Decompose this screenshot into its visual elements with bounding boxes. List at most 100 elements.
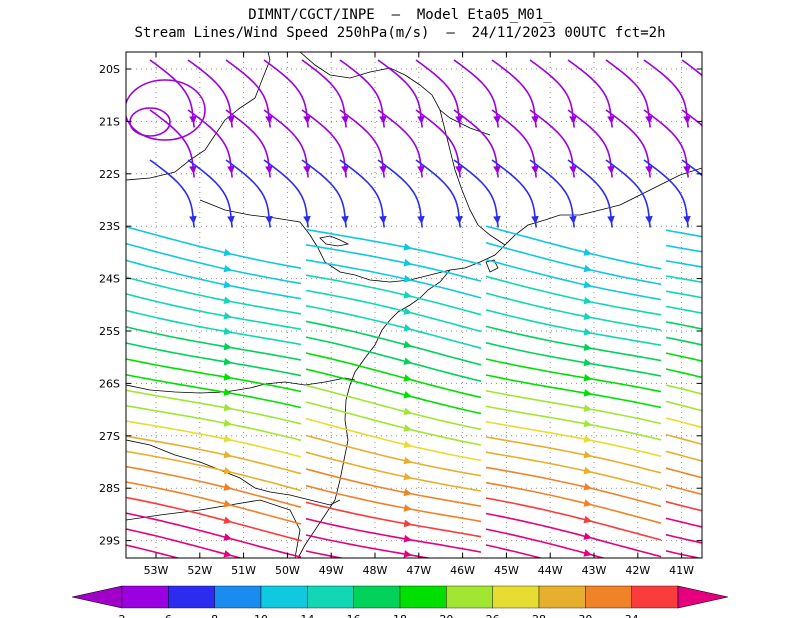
streamline xyxy=(485,451,662,491)
stream-arrow xyxy=(455,215,463,225)
colorbar-under-triangle xyxy=(71,585,123,609)
streamline xyxy=(665,400,702,412)
stream-arrow xyxy=(403,519,413,528)
stream-arrow xyxy=(764,537,771,543)
stream-arrow xyxy=(403,307,413,315)
streamline xyxy=(665,260,702,268)
stream-arrow xyxy=(569,115,577,125)
stream-arrow xyxy=(403,374,413,382)
stream-arrow xyxy=(569,165,577,175)
streamline xyxy=(305,289,482,333)
stream-arrow xyxy=(379,165,387,175)
stream-arrow xyxy=(341,165,349,175)
title-line-2: Stream Lines/Wind Speed 250hPa(m/s) – 24… xyxy=(134,25,666,41)
stream-arrow xyxy=(583,328,593,336)
streamline xyxy=(126,435,302,475)
stream-arrow xyxy=(223,533,233,541)
lat-label: 24S xyxy=(99,273,120,286)
streamline xyxy=(126,420,302,458)
lat-label: 29S xyxy=(99,535,120,548)
stream-arrow xyxy=(223,312,233,320)
stream-arrow xyxy=(764,474,771,480)
streamline xyxy=(665,533,702,544)
lat-label: 23S xyxy=(99,220,120,233)
colorbar-label: 26 xyxy=(486,613,500,618)
lon-label: 41W xyxy=(669,564,694,577)
stream-arrow xyxy=(583,515,593,524)
colorbar-segment xyxy=(538,585,586,609)
stream-arrow xyxy=(722,166,728,173)
stream-arrow xyxy=(583,483,593,491)
streamline xyxy=(126,259,302,300)
colorbar-label: 14 xyxy=(300,613,314,618)
stream-arrow xyxy=(645,215,653,225)
streamline xyxy=(665,305,702,315)
colorbar: 268101416182026283034 xyxy=(71,585,729,618)
longitude-labels: 53W 52W 51W 50W 49W 48W 47W 46W 45W 44W 43W 42W 41W xyxy=(144,52,694,577)
stream-arrow xyxy=(303,215,311,225)
stream-arrow xyxy=(189,115,197,125)
stream-arrow xyxy=(583,343,593,351)
streamline xyxy=(485,242,662,286)
stream-arrow xyxy=(764,324,771,330)
coastline xyxy=(449,167,702,271)
stream-arrow xyxy=(189,165,197,175)
streamline xyxy=(665,467,702,479)
state-border xyxy=(299,52,491,136)
stream-arrow xyxy=(455,115,463,125)
stream-arrow xyxy=(223,435,233,443)
lon-label: 43W xyxy=(582,564,607,577)
stream-arrow xyxy=(583,248,593,256)
stream-arrow xyxy=(455,165,463,175)
streamline xyxy=(485,497,662,541)
stream-arrow xyxy=(403,488,413,497)
streamline xyxy=(485,420,662,458)
stream-arrow xyxy=(764,292,771,298)
streamline xyxy=(665,384,702,395)
streamline xyxy=(665,500,702,512)
streamline xyxy=(681,59,702,77)
colorbar-label: 10 xyxy=(254,613,268,618)
stream-arrow xyxy=(189,215,197,225)
stream-arrow xyxy=(403,407,413,416)
stream-arrow xyxy=(493,165,501,175)
streamline xyxy=(305,550,346,558)
stream-arrow xyxy=(265,165,273,175)
stream-arrow xyxy=(227,115,235,125)
streamline xyxy=(305,417,482,462)
streamline xyxy=(305,228,482,266)
streamlines xyxy=(126,59,771,558)
stream-arrow xyxy=(722,216,728,223)
streamline xyxy=(126,226,302,269)
stream-arrow xyxy=(583,373,593,382)
stream-arrow xyxy=(403,324,413,332)
stream-arrow xyxy=(583,358,593,367)
colorbar-label: 8 xyxy=(211,613,218,618)
streamline xyxy=(305,501,482,538)
colorbar-segment xyxy=(307,585,354,609)
stream-arrow xyxy=(303,115,311,125)
stream-arrow xyxy=(583,296,593,305)
stream-arrow xyxy=(583,280,593,289)
streamline xyxy=(485,374,662,409)
stream-arrow xyxy=(379,115,387,125)
stream-arrow xyxy=(403,357,413,365)
stream-arrow xyxy=(493,215,501,225)
stream-arrow xyxy=(403,472,413,481)
streamline xyxy=(485,225,662,270)
streamline xyxy=(126,389,302,425)
stream-arrow xyxy=(223,327,233,335)
stream-arrow xyxy=(223,373,233,381)
lon-label: 52W xyxy=(187,564,212,577)
stream-arrow xyxy=(764,358,771,364)
stream-arrow xyxy=(764,552,771,558)
stream-arrow xyxy=(379,215,387,225)
streamline xyxy=(665,275,702,284)
streamline xyxy=(485,544,544,558)
lon-label: 49W xyxy=(319,564,344,577)
streamline xyxy=(305,434,482,477)
lat-label: 25S xyxy=(99,325,120,338)
stream-arrow xyxy=(583,435,593,443)
lon-label: 44W xyxy=(538,564,563,577)
stream-arrow xyxy=(764,341,771,347)
